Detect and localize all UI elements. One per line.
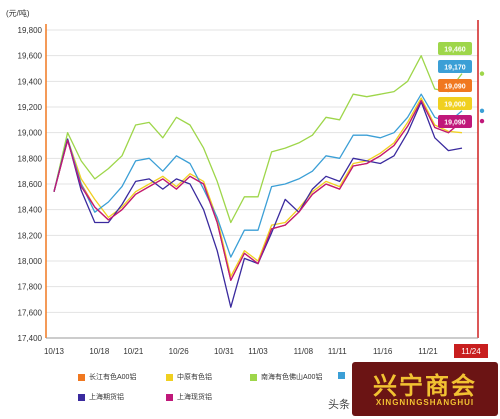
legend-swatch [78,373,85,381]
end-value-box [438,115,472,128]
x-tick-label: 10/31 [214,347,235,356]
y-tick-label: 17,800 [18,283,43,292]
y-tick-label: 19,400 [18,77,43,86]
end-value-box [438,42,472,55]
end-value-text: 19,170 [444,65,466,72]
logo-main-text: 兴宁商会 [373,374,477,400]
y-tick-label: 18,800 [18,154,43,163]
legend-swatch [78,393,85,401]
legend-label: 上海现货铝 [177,394,212,401]
series-line [53,93,463,258]
x-tick-label: 10/26 [169,347,190,356]
legend-label: 上海期货铝 [89,394,124,401]
legend-item: 上海现货铝 [166,392,212,402]
legend: 长江有色A00铝 中原有色铝 南海有色佛山A00铝 上海期货铝 上海现货铝 [20,368,345,414]
end-value-box [438,79,472,92]
end-value-label: 19,090 [438,115,472,128]
x-tick-label: 11/16 [373,347,393,356]
legend-swatch [166,393,173,401]
y-tick-label: 18,400 [18,206,43,215]
end-value-text: 19,460 [444,47,466,54]
y-tick-label: 19,600 [18,52,43,61]
legend-item: 中原有色铝 [166,372,212,382]
logo-sub-text: XINGNINGSHANGHUI [375,398,475,407]
legend-label: 长江有色A00铝 [89,374,137,381]
end-dot [479,118,485,124]
y-unit-label: (元/吨) [6,8,30,18]
legend-label: 南海有色佛山A00铝 [261,374,323,381]
y-tick-label: 19,000 [18,129,43,138]
x-tick-label: 10/13 [44,347,65,356]
y-tick-label: 18,200 [18,231,43,240]
end-dot [479,71,485,76]
legend-item: 南海有色佛山A00铝 [250,372,322,382]
y-tick-label: 18,000 [18,257,43,266]
x-tick-label: 11/11 [328,347,347,356]
y-tick-label: 17,400 [18,334,43,343]
series-line [53,99,463,281]
end-value-text: 19,090 [444,84,466,91]
series-line [53,97,463,278]
legend-item [338,372,349,379]
x-tick-label: 11/08 [294,347,314,356]
x-tick-label: 10/21 [123,347,144,356]
y-tick-label: 19,200 [18,103,43,112]
end-value-text: 19,000 [444,102,466,109]
legend-item: 长江有色A00铝 [78,372,136,382]
x-tick-label: 11/21 [418,347,438,356]
legend-swatch [338,372,345,379]
x-tick-highlight [454,344,488,358]
line-chart: (元/吨) 19,800 19,600 19,400 19,200 19,000 18,80… [6,8,488,358]
series-line [53,55,463,224]
end-value-box [438,97,472,110]
watermark: 头条 [328,399,350,411]
end-value-box [438,60,472,73]
y-tick-label: 19,800 [18,26,43,35]
legend-swatch [166,373,173,381]
legend-swatch [250,373,257,381]
end-dot [479,108,485,114]
end-value-label: 19,460 [438,42,472,55]
legend-item: 上海期货铝 [78,392,124,402]
end-value-label: 19,000 [438,97,472,110]
end-value-label: 19,090 [438,79,472,92]
logo: 兴宁商会 XINGNINGSHANGHUI [352,362,498,416]
end-value-label: 19,170 [438,60,472,73]
y-tick-label: 18,600 [18,180,43,189]
x-tick-label: 11/24 [461,347,481,356]
legend-label: 中原有色铝 [177,374,212,381]
x-tick-label: 10/18 [89,347,110,356]
y-tick-label: 17,600 [18,308,43,317]
x-tick-label: 11/03 [248,347,268,356]
end-value-text: 19,090 [444,120,466,127]
series-line [53,99,463,281]
